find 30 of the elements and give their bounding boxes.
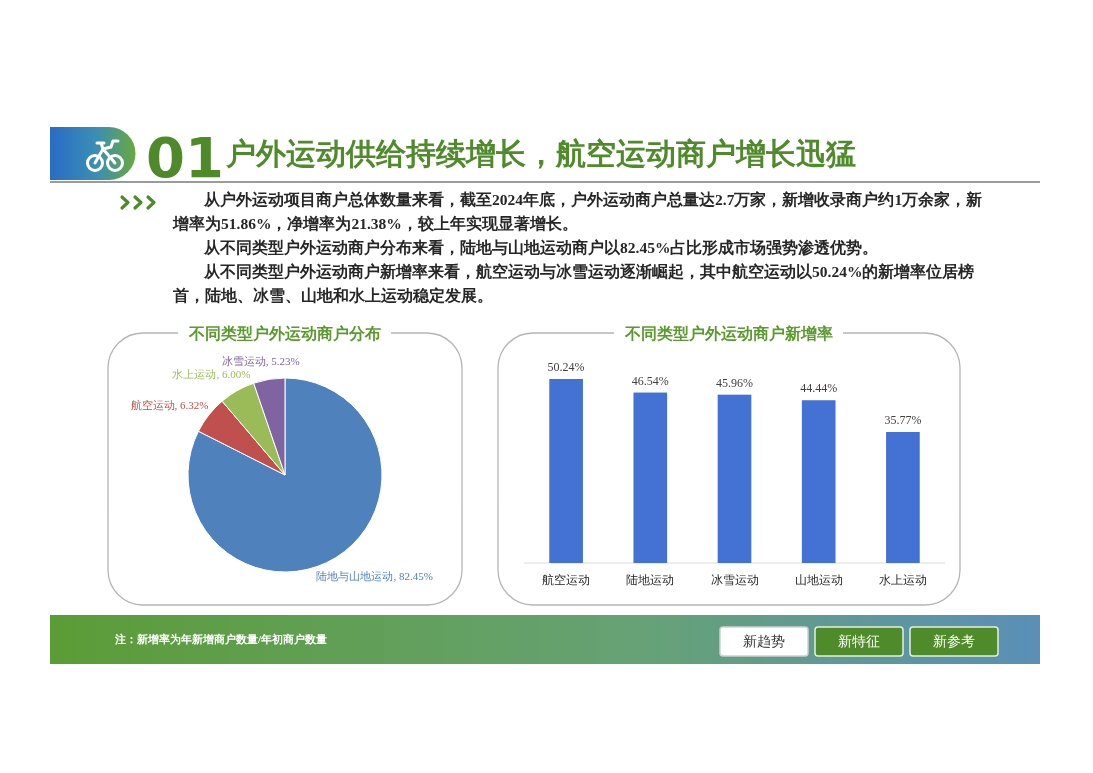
button: 新趋势: [719, 626, 809, 657]
bar: [801, 400, 836, 563]
data-label: 35.77%: [884, 413, 922, 427]
data-label: 44.44%: [800, 381, 838, 396]
slice-label: 水上运动, 6.00%: [172, 368, 251, 381]
text: 注：新增率为年新增商户数量/年初商户数量: [114, 633, 328, 645]
bar: [886, 432, 920, 563]
text: 从不同类型户外运动商户新增率来看，航空运动与冰雪运动逐渐崛起，其中航空运动以50.24%的新增率位居榜首，陆地、冰雪、山地和水上运动稳定发展。: [173, 262, 976, 306]
data-label: 50.24%: [547, 360, 585, 374]
slice-label: 陆地与山地运动, 82.45%: [316, 570, 433, 583]
x-tick-label: 航空运动: [542, 573, 591, 587]
chart-title: 不同类型户外运动商户新增率: [624, 324, 833, 343]
x-tick-label: 山地运动: [794, 573, 843, 587]
text: 户外运动供给持续增长，航空运动商户增长迅猛: [225, 136, 856, 171]
text: 从户外运动项目商户总体数量来看，截至2024年底，户外运动商户总量达2.7万家，新增收录商户约1万余家，新增率为51.86%，净增率为21.38%，较上年实现显著增长。: [173, 191, 983, 232]
text: 从不同类型户外运动商户分布来看，陆地与山地运动商户以82.45%占比形成市场强势渗透优势。: [203, 238, 880, 258]
text: 01: [146, 125, 224, 190]
bar: [549, 379, 583, 563]
button: 新参考: [909, 626, 999, 657]
data-label: 46.54%: [631, 373, 669, 388]
slice-label: 航空运动, 6.32%: [130, 398, 209, 411]
chart-title: 不同类型户外运动商户分布: [188, 324, 381, 343]
data-label: 45.96%: [716, 375, 753, 390]
slice-label: 冰雪运动, 5.23%: [221, 354, 300, 367]
x-tick-label: 陆地运动: [626, 573, 675, 587]
button: 新特征: [814, 626, 904, 657]
x-tick-label: 冰雪运动: [710, 573, 759, 587]
bar: [633, 392, 668, 563]
bar: [717, 394, 752, 563]
x-tick-label: 水上运动: [878, 573, 927, 587]
